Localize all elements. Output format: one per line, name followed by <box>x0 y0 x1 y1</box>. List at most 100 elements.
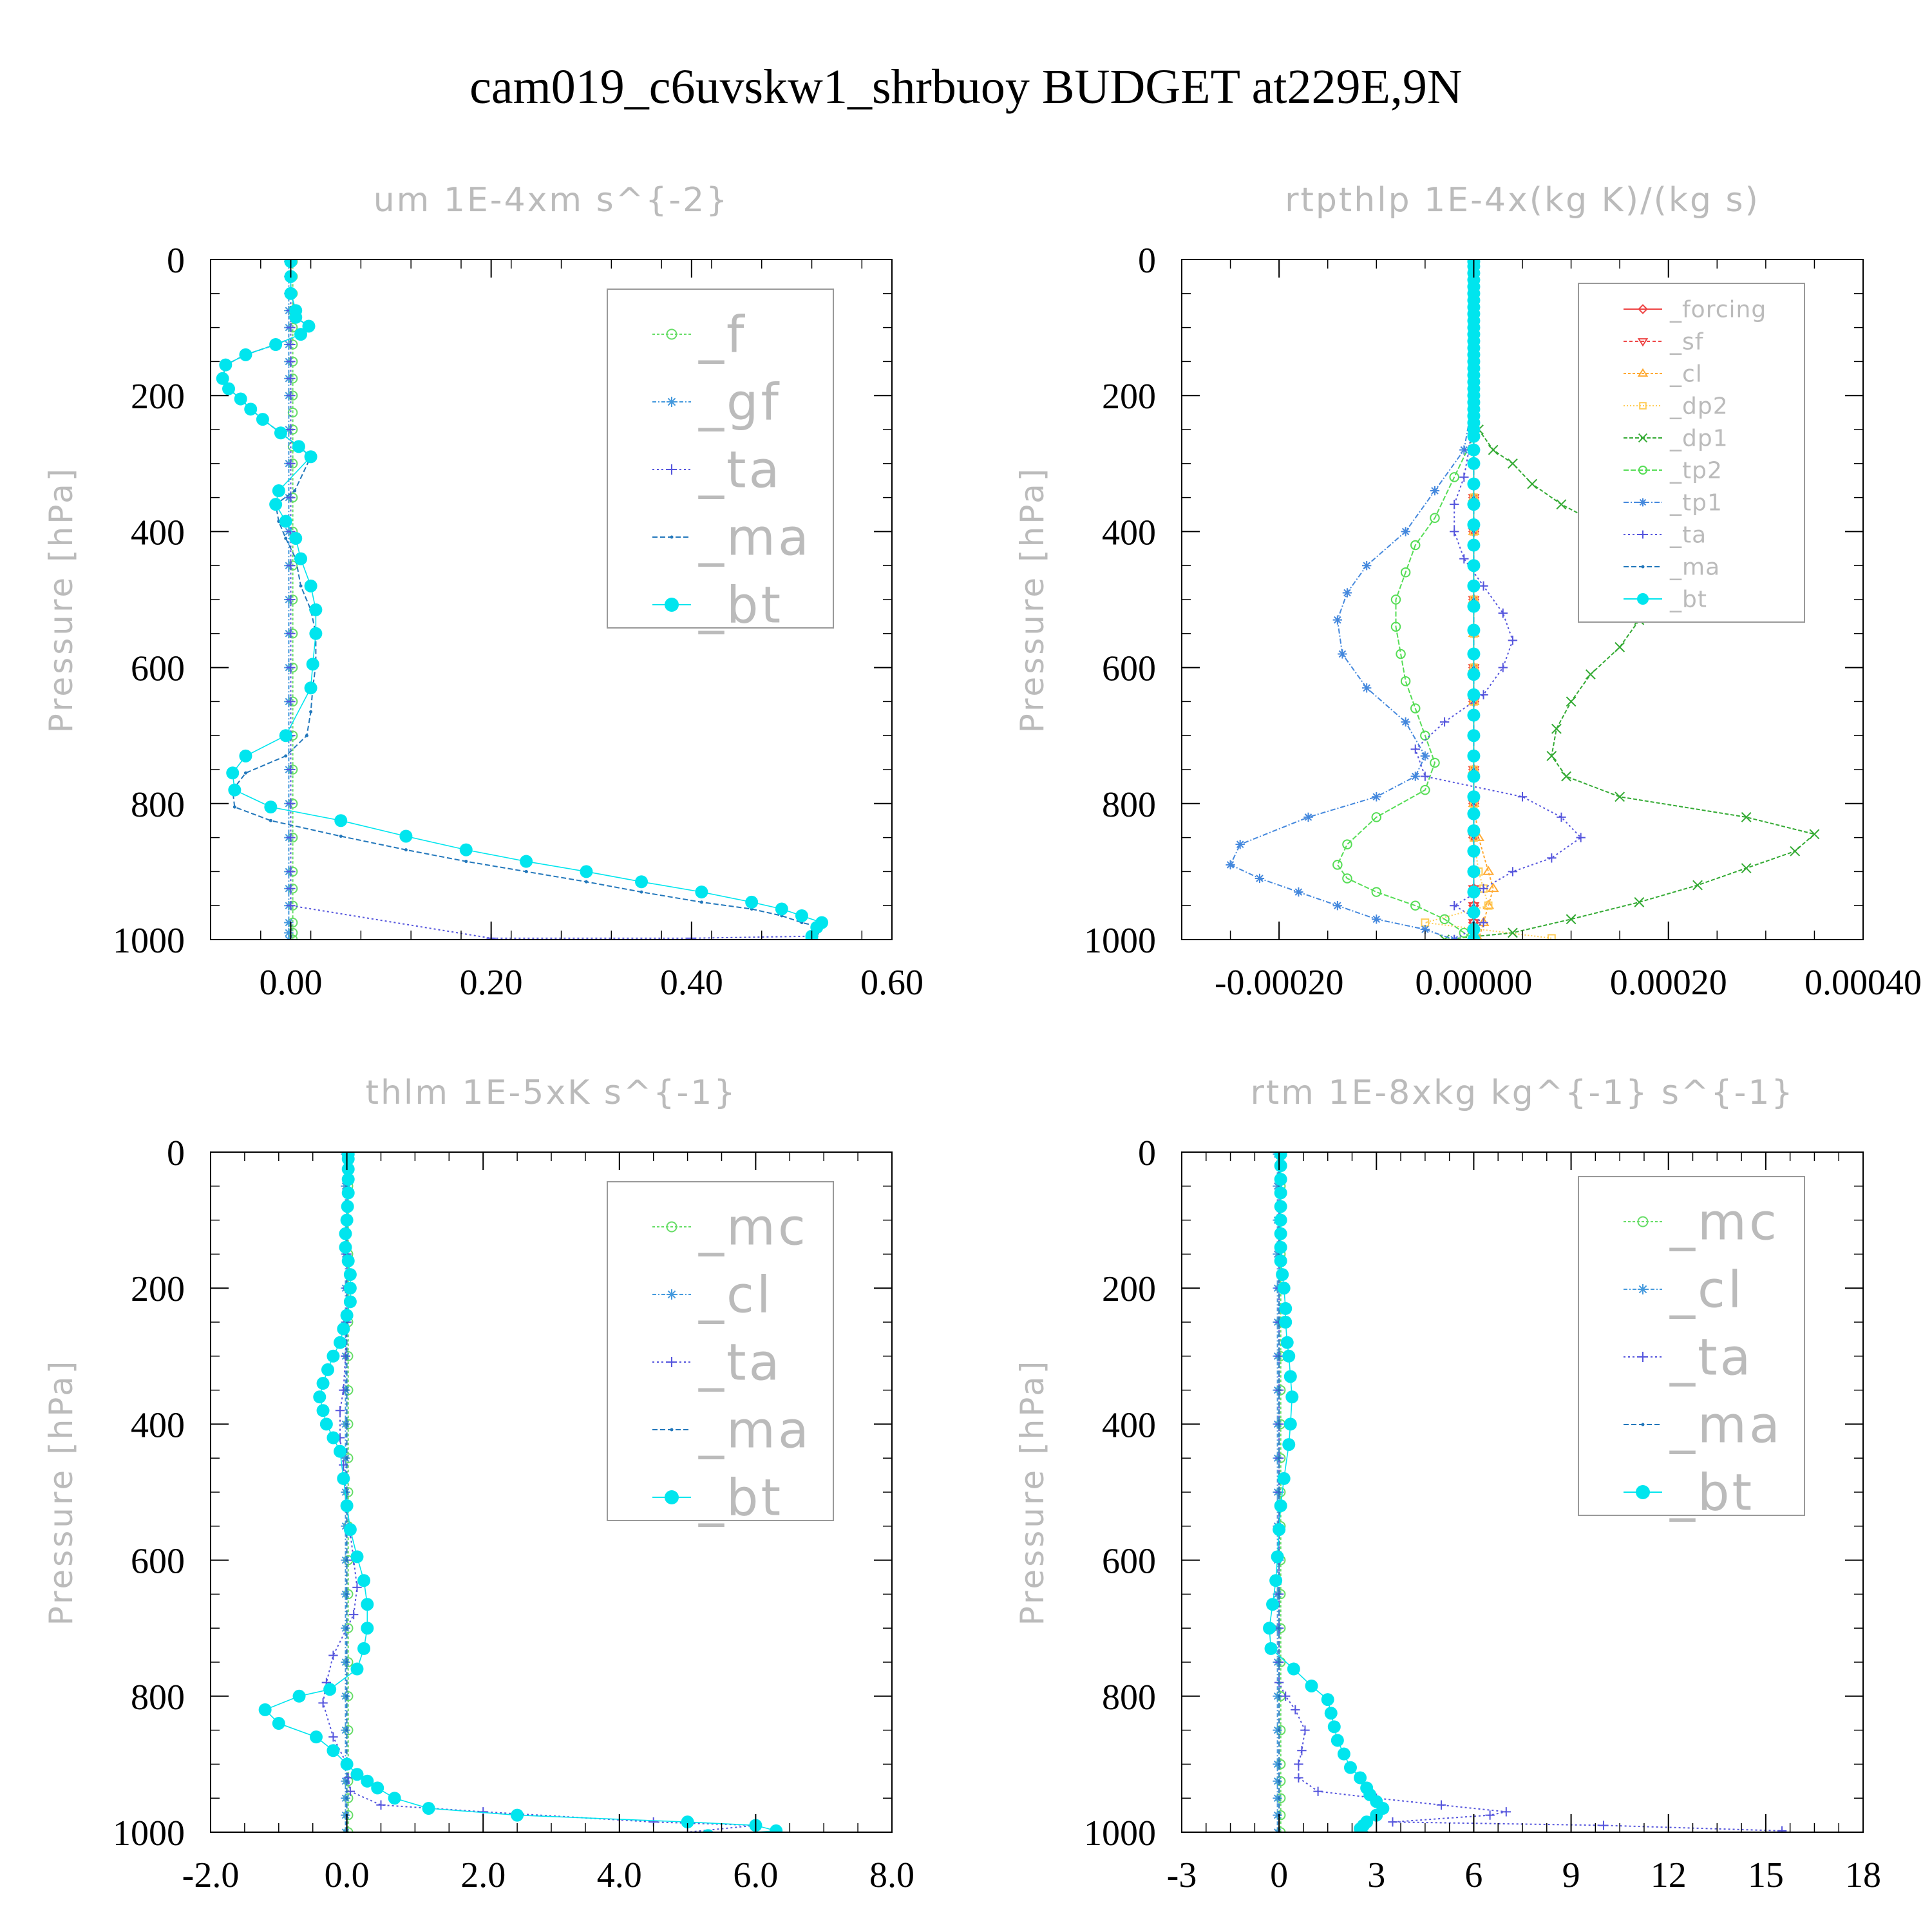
y-tick-label: 200 <box>131 1269 185 1309</box>
y-tick-label: 0 <box>1138 241 1156 281</box>
legend-label: _bt <box>698 576 783 634</box>
data-point <box>305 734 308 737</box>
y-tick-label: 800 <box>1102 785 1156 825</box>
data-point <box>294 328 308 341</box>
data-point <box>1467 886 1481 899</box>
data-point <box>1327 1720 1341 1734</box>
data-point <box>286 493 296 502</box>
data-point <box>1291 1705 1300 1715</box>
data-point <box>216 372 229 385</box>
x-tick-label: 18 <box>1845 1855 1881 1895</box>
data-point <box>520 855 533 868</box>
data-point <box>1274 1227 1287 1240</box>
data-point <box>1388 1817 1397 1827</box>
data-point <box>1547 853 1557 863</box>
data-point <box>511 1808 524 1822</box>
x-tick-label: -2.0 <box>182 1855 240 1895</box>
series-line-bt <box>1269 1154 1384 1832</box>
data-point <box>284 928 294 938</box>
data-point <box>328 1651 338 1660</box>
data-point <box>1467 708 1481 722</box>
data-point <box>286 424 296 435</box>
data-point <box>1294 1773 1303 1783</box>
data-point <box>309 1730 323 1744</box>
data-point <box>1332 860 1343 870</box>
data-point <box>357 1574 371 1587</box>
data-point <box>361 1622 374 1635</box>
data-point <box>341 1173 355 1186</box>
data-point <box>1271 1550 1284 1564</box>
data-point <box>1274 1254 1287 1267</box>
data-point <box>243 771 247 775</box>
legend-marker <box>1638 530 1647 539</box>
x-tick-label: -0.00020 <box>1215 963 1344 1003</box>
data-point <box>286 374 296 383</box>
data-point <box>770 1824 783 1832</box>
data-point <box>1561 771 1571 782</box>
data-point <box>1273 1776 1282 1786</box>
legend-label: _tp1 <box>1669 490 1723 516</box>
data-point <box>1479 918 1488 927</box>
data-point <box>1459 445 1469 455</box>
x-tick-label: 0.60 <box>860 963 923 1003</box>
legend-box <box>1578 1176 1805 1516</box>
data-point <box>286 764 296 775</box>
panel-2: rtpthlp 1E-4x(kg K)/(kg s) Pressure [hPa]… <box>1014 181 1922 1003</box>
data-point <box>286 391 296 401</box>
data-point <box>1692 880 1703 891</box>
data-point <box>1275 1827 1286 1832</box>
data-point <box>1556 499 1567 510</box>
series-line-dp2 <box>1425 261 1552 939</box>
data-point <box>1410 703 1421 714</box>
data-point <box>319 1417 333 1431</box>
data-point <box>1283 1417 1297 1431</box>
series-group <box>258 1152 783 1832</box>
legend-marker <box>670 535 674 539</box>
data-point <box>1400 676 1411 687</box>
legend-box <box>1578 283 1805 623</box>
x-tick-label: 0.00040 <box>1804 963 1922 1003</box>
data-point <box>1313 1786 1323 1796</box>
panel-title: um 1E-4xm s^{-2} <box>374 181 730 220</box>
data-point <box>334 1444 347 1458</box>
data-point <box>1467 729 1481 743</box>
x-tick-label: 0 <box>1270 1855 1288 1895</box>
data-point <box>1410 900 1421 911</box>
data-point <box>1527 478 1538 489</box>
data-point <box>1430 486 1440 496</box>
data-point <box>352 1582 362 1593</box>
series-line-tp1 <box>1229 261 1475 940</box>
data-point <box>1274 1499 1287 1513</box>
data-point <box>1274 1173 1287 1186</box>
x-tick-label: 0.00 <box>259 963 322 1003</box>
data-point <box>286 629 296 638</box>
data-point <box>345 1796 349 1800</box>
data-point <box>1277 1779 1281 1783</box>
data-point <box>357 1642 371 1655</box>
data-point <box>306 658 319 671</box>
panel-3: thlm 1E-5xK s^{-1} Pressure [hPa] 0 200 400 6… <box>43 1074 914 1895</box>
data-point <box>399 829 413 843</box>
data-point <box>1467 559 1481 573</box>
data-point <box>286 799 296 808</box>
data-point <box>345 1592 349 1596</box>
data-point <box>422 1802 435 1815</box>
data-point <box>1354 1771 1367 1785</box>
data-point <box>345 1456 349 1460</box>
data-point <box>327 1349 340 1363</box>
data-point <box>524 869 528 873</box>
data-point <box>1273 1249 1282 1259</box>
data-point <box>289 310 303 324</box>
data-point <box>1439 914 1450 925</box>
data-point <box>1439 717 1450 727</box>
data-point <box>340 1499 354 1513</box>
data-point <box>234 392 247 406</box>
legend-box <box>607 1181 834 1521</box>
y-tick-label: 400 <box>1102 513 1156 553</box>
data-point <box>1273 1691 1282 1701</box>
data-point <box>1358 1829 1369 1832</box>
data-point <box>1274 1159 1287 1173</box>
data-point <box>1410 772 1420 781</box>
data-point <box>404 848 408 852</box>
